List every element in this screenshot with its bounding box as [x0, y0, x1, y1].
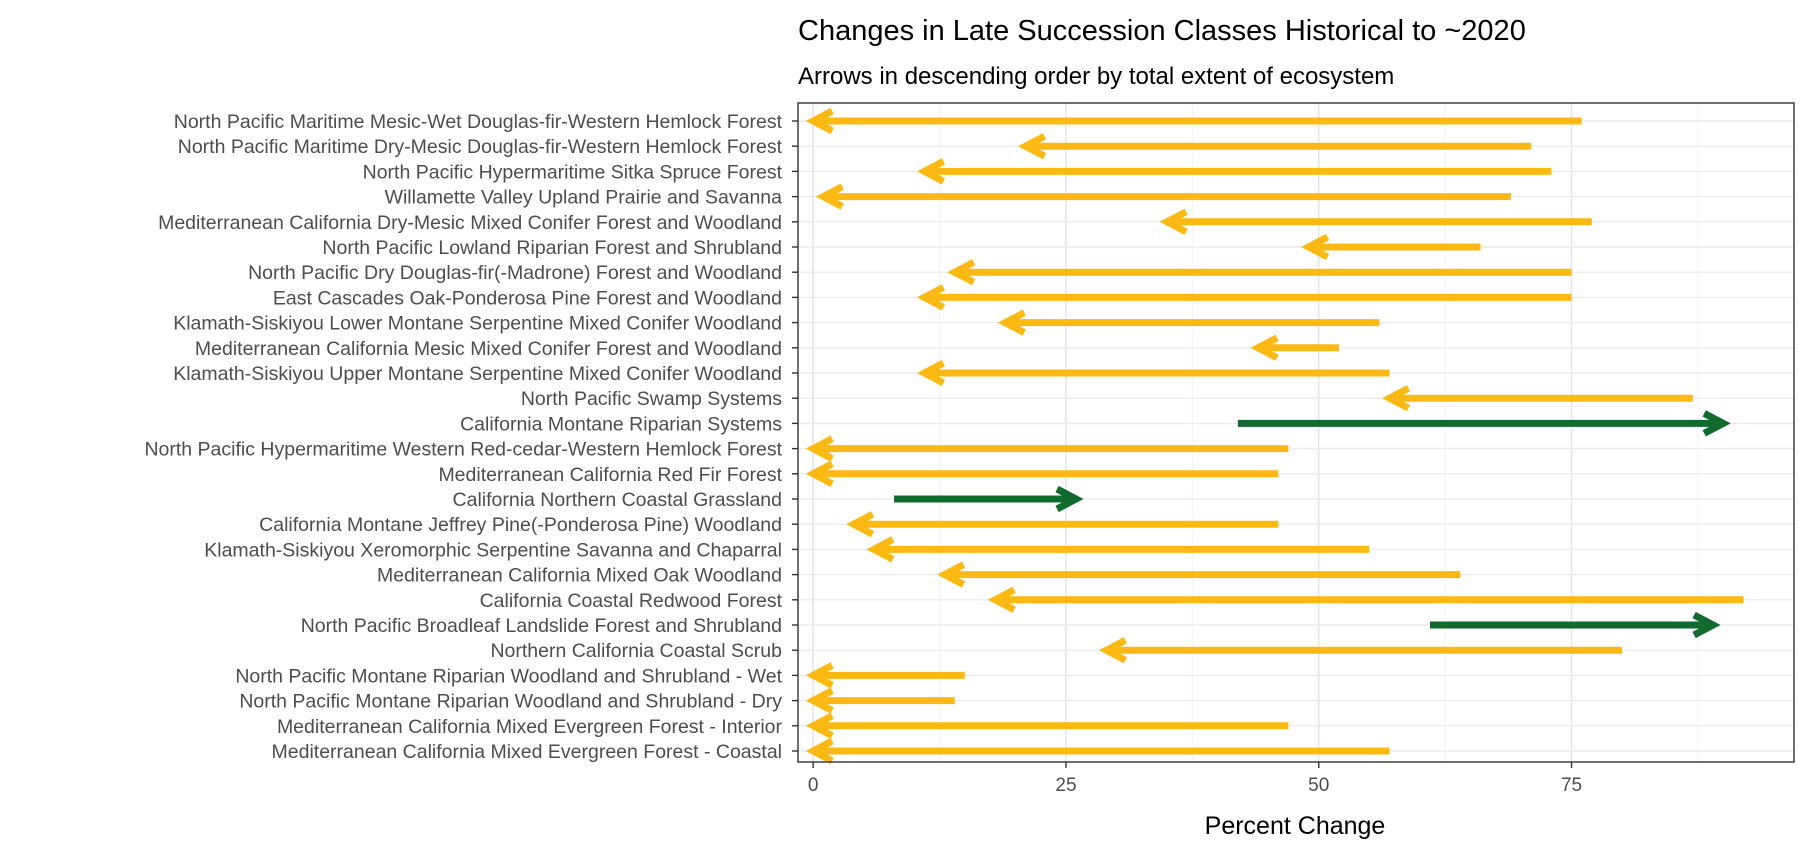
arrow-mark	[1237, 410, 1731, 437]
plot-border	[797, 102, 1795, 763]
category-label: North Pacific Dry Douglas-fir(-Madrone) …	[248, 262, 782, 284]
arrow-head	[866, 536, 895, 563]
arrow-mark	[937, 561, 1461, 588]
category-label: California Coastal Redwood Forest	[480, 590, 783, 612]
x-axis-title: Percent Change	[1205, 812, 1386, 840]
category-label: Northern California Coastal Scrub	[490, 640, 782, 662]
x-axis-ticks: 0 25 50 75	[808, 762, 1582, 796]
arrow-mark	[987, 586, 1744, 613]
x-tick-label: 0	[808, 775, 819, 796]
category-label: California Montane Jeffrey Pine(-Pondero…	[259, 514, 782, 536]
category-label: California Northern Coastal Grassland	[453, 489, 782, 511]
arrow-mark	[846, 511, 1279, 538]
arrow-head	[987, 586, 1016, 613]
arrow-head	[1055, 485, 1084, 513]
arrow-head	[805, 107, 834, 135]
arrow-mark	[1382, 385, 1693, 412]
arrow-mark	[916, 158, 1552, 185]
category-label: North Pacific Swamp Systems	[521, 388, 782, 410]
category-label: Mediterranean California Dry-Mesic Mixed…	[158, 212, 782, 234]
arrow-head	[997, 309, 1026, 336]
arrow-mark	[805, 737, 1390, 765]
arrow-head	[846, 511, 875, 538]
arrow-mark	[1250, 334, 1339, 361]
arrow-head	[947, 259, 976, 286]
arrow-head	[805, 435, 834, 462]
arrow-head	[1702, 410, 1731, 437]
arrow-head	[1098, 637, 1128, 664]
category-label: Mediterranean California Mixed Oak Woodl…	[377, 565, 782, 587]
plot-panel	[798, 103, 1794, 762]
arrow-mark	[805, 107, 1582, 135]
arrow-mark	[815, 183, 1511, 210]
arrow-mark	[1301, 233, 1481, 261]
chart-title: Changes in Late Succession Classes Histo…	[798, 15, 1526, 47]
category-label: North Pacific Maritime Dry-Mesic Douglas…	[178, 136, 783, 158]
category-label: North Pacific Hypermaritime Western Red-…	[144, 439, 782, 461]
arrow-series	[805, 107, 1744, 765]
arrow-mark	[1159, 208, 1592, 235]
arrow-mark	[805, 687, 955, 714]
arrow-head	[805, 712, 834, 739]
arrow-head	[815, 183, 844, 210]
x-tick-label: 50	[1308, 775, 1329, 796]
arrow-mark	[866, 536, 1370, 563]
category-label: Mediterranean California Mixed Evergreen…	[277, 716, 783, 738]
category-label: North Pacific Montane Riparian Woodland …	[239, 691, 782, 713]
arrow-mark	[997, 309, 1380, 336]
arrow-head	[805, 737, 834, 765]
category-label: Willamette Valley Upland Prairie and Sav…	[385, 187, 783, 209]
arrow-mark	[805, 712, 1289, 739]
category-label: Mediterranean California Red Fir Forest	[438, 464, 782, 486]
arrow-mark	[1017, 133, 1532, 160]
arrow-mark	[1098, 637, 1623, 664]
category-label: Klamath-Siskiyou Upper Montane Serpentin…	[173, 363, 782, 385]
category-label: North Pacific Broadleaf Landslide Forest…	[301, 615, 782, 637]
arrow-head	[1017, 133, 1047, 160]
arrow-head	[916, 284, 946, 311]
category-label: Klamath-Siskiyou Lower Montane Serpentin…	[173, 313, 782, 335]
arrow-mark	[805, 662, 965, 689]
arrow-mark	[916, 284, 1572, 311]
category-label: California Montane Riparian Systems	[460, 413, 782, 435]
arrow-head	[1382, 385, 1411, 412]
x-tick-label: 75	[1561, 775, 1582, 796]
arrow-head	[916, 158, 946, 185]
category-label: North Pacific Hypermaritime Sitka Spruce…	[363, 161, 783, 183]
arrow-head	[937, 561, 966, 588]
arrow-head	[805, 687, 834, 714]
x-tick-label: 25	[1055, 775, 1076, 796]
arrow-mark	[916, 359, 1390, 387]
arrow-mark	[805, 460, 1279, 487]
category-labels: North Pacific Maritime Mesic-Wet Douglas…	[144, 111, 798, 763]
arrow-head	[1159, 208, 1188, 235]
arrow-mark	[1429, 611, 1721, 639]
category-label: Klamath-Siskiyou Xeromorphic Serpentine …	[204, 539, 782, 561]
category-label: Mediterranean California Mixed Evergreen…	[272, 741, 782, 763]
chart-subtitle: Arrows in descending order by total exte…	[798, 63, 1394, 90]
arrow-head	[1250, 334, 1279, 361]
category-label: North Pacific Montane Riparian Woodland …	[235, 665, 782, 687]
arrow-head	[1692, 611, 1721, 639]
category-label: North Pacific Maritime Mesic-Wet Douglas…	[174, 111, 783, 133]
arrow-head	[916, 359, 946, 387]
arrow-head	[805, 460, 834, 487]
category-label: Mediterranean California Mesic Mixed Con…	[195, 338, 782, 360]
arrow-mark	[894, 485, 1084, 513]
arrow-mark	[947, 259, 1572, 286]
arrow-head	[1301, 233, 1330, 261]
arrow-mark	[805, 435, 1289, 462]
category-label: East Cascades Oak-Ponderosa Pine Forest …	[273, 287, 782, 309]
category-label: North Pacific Lowland Riparian Forest an…	[322, 237, 782, 259]
arrow-head	[805, 662, 834, 689]
